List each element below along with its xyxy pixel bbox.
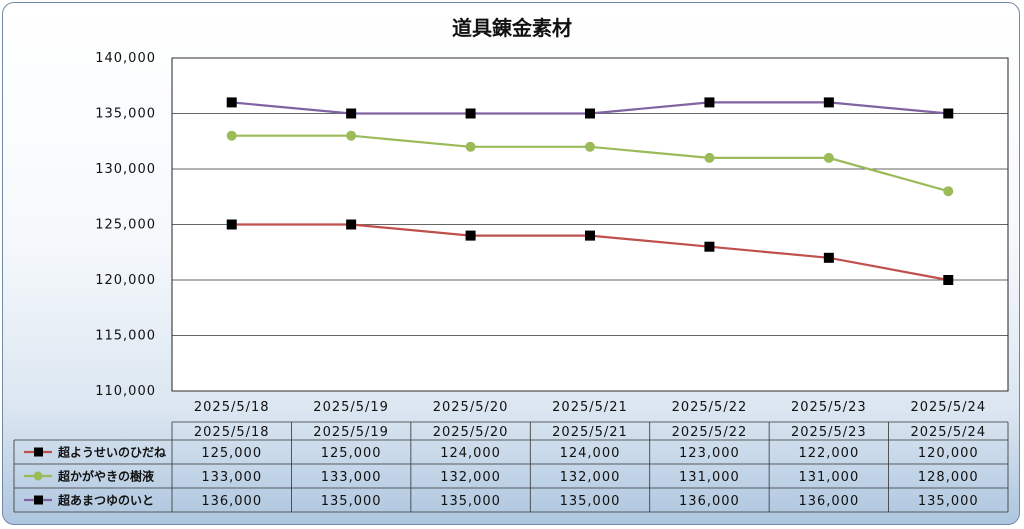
table-value-cell: 131,000 — [679, 470, 740, 485]
y-tick-label: 135,000 — [95, 107, 156, 122]
data-point — [943, 275, 954, 285]
data-point — [943, 186, 954, 197]
table-value-cell: 124,000 — [560, 446, 621, 461]
table-value-cell: 135,000 — [321, 494, 382, 509]
chart-title: 道具錬金素材 — [452, 16, 572, 40]
x-tick-label: 2025/5/24 — [910, 400, 986, 415]
data-point — [704, 152, 715, 163]
x-tick-label: 2025/5/23 — [791, 400, 867, 415]
data-point — [346, 108, 357, 119]
table-header-cell: 2025/5/23 — [791, 425, 867, 440]
data-point — [585, 230, 595, 241]
legend-entry: 超かがやきの樹液 — [57, 469, 154, 484]
table-header-cell: 2025/5/20 — [433, 425, 509, 440]
table-value-cell: 133,000 — [201, 470, 262, 485]
data-point — [704, 97, 715, 108]
legend-marker — [34, 447, 43, 457]
table-header-cell: 2025/5/18 — [194, 425, 270, 440]
table-value-cell: 122,000 — [798, 446, 859, 461]
table-value-cell: 136,000 — [679, 494, 740, 509]
x-tick-label: 2025/5/18 — [194, 400, 270, 415]
y-tick-label: 115,000 — [95, 329, 156, 344]
table-value-cell: 132,000 — [560, 470, 621, 485]
table-value-cell: 131,000 — [798, 470, 859, 485]
y-tick-label: 110,000 — [95, 384, 156, 399]
x-tick-label: 2025/5/21 — [552, 400, 628, 415]
table-value-cell: 125,000 — [321, 446, 382, 461]
table-header-cell: 2025/5/19 — [313, 425, 389, 440]
data-point — [585, 141, 595, 152]
y-tick-label: 120,000 — [95, 273, 156, 288]
table-value-cell: 136,000 — [201, 494, 262, 509]
data-point — [704, 241, 715, 252]
table-value-cell: 135,000 — [440, 494, 501, 509]
legend-marker — [34, 495, 43, 505]
legend-marker — [33, 471, 43, 481]
data-point — [226, 219, 237, 230]
table-value-cell: 124,000 — [440, 446, 501, 461]
x-tick-label: 2025/5/19 — [313, 400, 389, 415]
x-tick-label: 2025/5/22 — [672, 400, 748, 415]
x-tick-label: 2025/5/20 — [433, 400, 509, 415]
data-point — [226, 130, 237, 141]
data-point — [943, 108, 954, 119]
data-point — [585, 108, 595, 119]
table-header-cell: 2025/5/24 — [910, 425, 986, 440]
table-value-cell: 135,000 — [918, 494, 979, 509]
legend-entry: 超ようせいのひだね — [57, 445, 166, 460]
table-value-cell: 133,000 — [321, 470, 382, 485]
table-value-cell: 135,000 — [560, 494, 621, 509]
table-value-cell: 120,000 — [918, 446, 979, 461]
x-axis-ticks: 2025/5/18 2025/5/19 2025/5/20 2025/5/21 2025… — [194, 400, 986, 415]
y-axis-ticks: 110,000 115,000 120,000 125,000 130,000 135,0… — [95, 51, 156, 399]
data-point — [465, 230, 476, 241]
table-value-cell: 123,000 — [679, 446, 740, 461]
data-point — [346, 130, 357, 141]
data-table: 2025/5/18 2025/5/19 2025/5/20 2025/5/21 2025… — [13, 421, 1009, 513]
table-header-cell: 2025/5/21 — [552, 425, 628, 440]
data-point — [226, 97, 237, 108]
data-point — [465, 141, 476, 152]
series-markers — [226, 97, 954, 285]
table-value-cell: 132,000 — [440, 470, 501, 485]
legend-entry: 超あまつゆのいと — [57, 493, 154, 508]
y-tick-label: 125,000 — [95, 218, 156, 233]
table-value-cell: 128,000 — [918, 470, 979, 485]
data-point — [346, 219, 357, 230]
table-value-cell: 125,000 — [201, 446, 262, 461]
data-point — [823, 152, 834, 163]
data-point — [823, 97, 834, 108]
y-tick-label: 140,000 — [95, 51, 156, 66]
table-header-cell: 2025/5/22 — [672, 425, 748, 440]
y-tick-label: 130,000 — [95, 162, 156, 177]
table-value-cell: 136,000 — [798, 494, 859, 509]
data-point — [465, 108, 476, 119]
data-point — [823, 252, 834, 263]
